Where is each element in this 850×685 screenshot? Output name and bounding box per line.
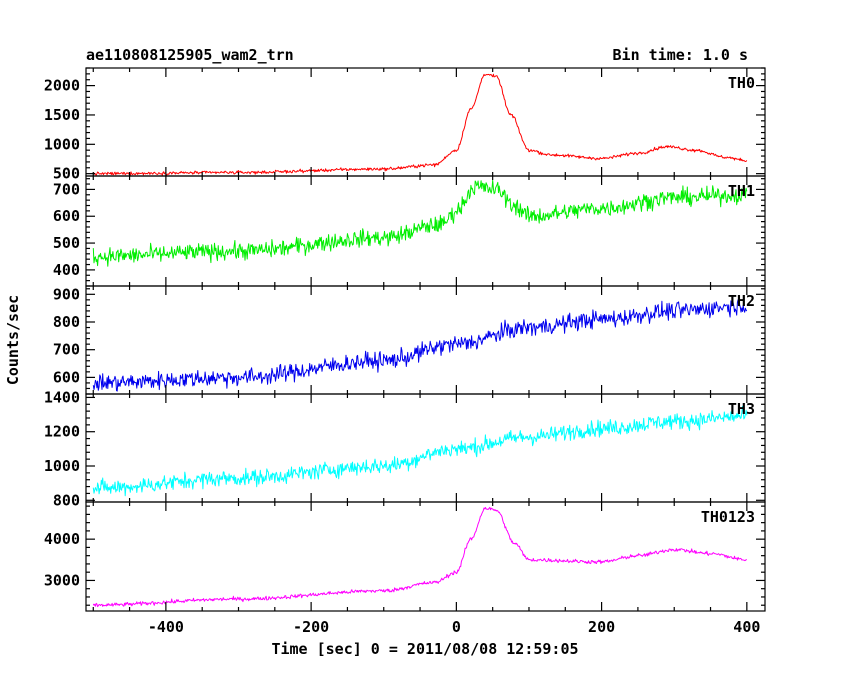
panel-th1: 400 500 600 700 TH1 [53, 175, 766, 287]
series-label: TH1 [728, 182, 755, 200]
y-tick-label: 600 [53, 368, 80, 386]
series-label: TH0123 [701, 508, 755, 526]
panel-frame [85, 67, 766, 177]
series-label: TH3 [728, 400, 755, 418]
y-tick-label: 1400 [44, 388, 80, 406]
series-line-th0 [93, 73, 748, 176]
y-tick-label: 1000 [44, 457, 80, 475]
y-tick-label: 700 [53, 341, 80, 359]
chart-title: ae110808125905_wam2_trn [86, 46, 294, 64]
y-tick-label: 500 [53, 234, 80, 252]
x-tick-label: 400 [733, 618, 760, 636]
y-tick-label: 500 [53, 165, 80, 183]
series-line-th2 [92, 299, 748, 392]
x-tick-label: 0 [452, 618, 461, 636]
series-line-th0123 [92, 506, 747, 608]
series-line-th3 [92, 405, 748, 497]
panel-frame [85, 501, 766, 612]
x-tick-label: -400 [148, 618, 184, 636]
y-tick-label: 800 [53, 313, 80, 331]
y-tick-label: 1000 [44, 135, 80, 153]
panel-th0: 500 1000 1500 2000 TH0 [44, 67, 766, 183]
x-tick-label: -200 [293, 618, 329, 636]
y-axis-label: Counts/sec [4, 295, 22, 385]
panel-th2: 600 700 800 900 TH2 [53, 285, 766, 395]
y-tick-label: 4000 [44, 530, 80, 548]
y-tick-label: 3000 [44, 571, 80, 589]
series-line-th1 [92, 179, 748, 267]
y-tick-label: 1200 [44, 423, 80, 441]
x-axis-label: Time [sec] 0 = 2011/08/08 12:59:05 [271, 640, 578, 658]
panel-frame [85, 393, 766, 503]
y-tick-label: 2000 [44, 77, 80, 95]
y-tick-label: 400 [53, 261, 80, 279]
y-tick-label: 600 [53, 207, 80, 225]
chart-subtitle: Bin time: 1.0 s [613, 46, 748, 64]
y-tick-label: 1500 [44, 106, 80, 124]
y-tick-label: 800 [53, 491, 80, 509]
panel-frame [85, 285, 766, 395]
x-tick-label: 200 [588, 618, 615, 636]
y-tick-label: 700 [53, 180, 80, 198]
series-label: TH0 [728, 74, 755, 92]
panel-th3: 800 1000 1200 1400 TH3 [44, 388, 766, 509]
series-label: TH2 [728, 292, 755, 310]
y-tick-label: 900 [53, 285, 80, 303]
panel-th0123: 3000 4000 TH0123 [44, 501, 766, 612]
